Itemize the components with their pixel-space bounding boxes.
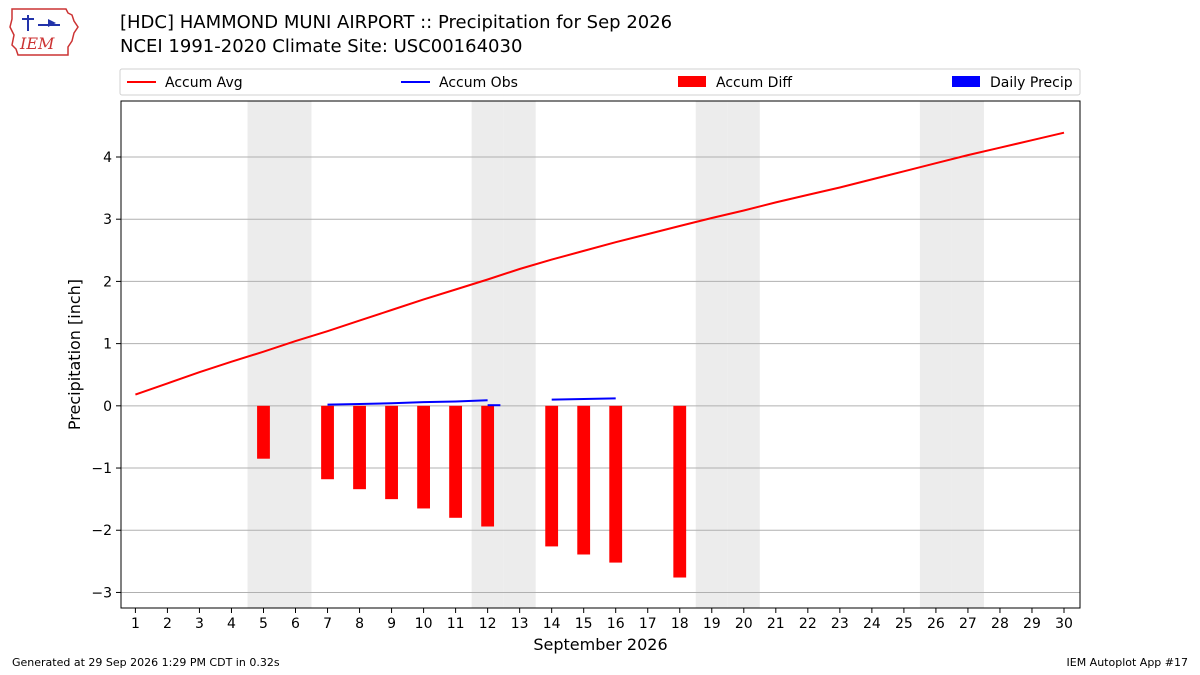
x-tick-label: 17 <box>639 616 657 632</box>
accum-diff-bar <box>449 405 463 518</box>
x-tick-label: 5 <box>259 616 268 632</box>
iem-logo: IEM <box>8 5 80 63</box>
x-tick-label: 21 <box>767 616 785 632</box>
x-tick-label: 20 <box>735 616 753 632</box>
weekend-band <box>951 101 984 608</box>
x-tick-label: 2 <box>163 616 172 632</box>
x-tick-label: 24 <box>863 616 881 632</box>
legend-box <box>119 68 1081 96</box>
accum-diff-bar <box>321 405 334 480</box>
accum-diff-bar <box>353 405 366 490</box>
accum-diff-bar <box>417 405 430 509</box>
x-tick-label: 23 <box>831 616 849 632</box>
x-tick-label: 3 <box>195 616 204 632</box>
chart-title-line2: NCEI 1991-2020 Climate Site: USC00164030 <box>120 36 523 57</box>
y-tick-label: 0 <box>103 399 112 415</box>
x-axis-label: September 2026 <box>533 635 667 654</box>
legend-label: Daily Precip <box>990 75 1073 91</box>
x-tick-label: 4 <box>227 616 236 632</box>
chart-title-line1: [HDC] HAMMOND MUNI AIRPORT :: Precipitat… <box>120 12 673 33</box>
accum-diff-bar <box>257 405 270 459</box>
weekend-band <box>727 101 760 608</box>
weekend-band <box>471 101 504 608</box>
x-tick-label: 25 <box>895 616 913 632</box>
x-tick-label: 12 <box>479 616 497 632</box>
x-tick-label: 7 <box>323 616 332 632</box>
weekend-band <box>279 101 312 608</box>
x-tick-label: 22 <box>799 616 817 632</box>
accum-obs-line <box>551 397 616 401</box>
accum-diff-bar <box>609 405 623 563</box>
footer-app: IEM Autoplot App #17 <box>1066 656 1189 669</box>
x-tick-label: 10 <box>415 616 433 632</box>
accum-diff-bar <box>545 405 559 547</box>
y-tick-label: 3 <box>103 212 112 228</box>
accum-avg-line <box>135 131 1065 396</box>
weekend-band <box>695 101 728 608</box>
x-tick-label: 14 <box>543 616 561 632</box>
legend-label: Accum Diff <box>716 75 792 91</box>
y-tick-label: −3 <box>91 585 112 601</box>
x-tick-label: 9 <box>387 616 396 632</box>
x-tick-label: 28 <box>991 616 1009 632</box>
legend-swatch <box>952 76 980 87</box>
y-tick-label: 1 <box>103 337 112 353</box>
y-tick-label: −1 <box>91 461 112 477</box>
x-tick-label: 11 <box>447 616 465 632</box>
x-tick-label: 6 <box>291 616 300 632</box>
legend-swatch <box>678 76 706 87</box>
legend-label: Accum Obs <box>439 75 518 91</box>
y-tick-label: 4 <box>103 150 112 166</box>
x-tick-label: 27 <box>959 616 977 632</box>
legend-label: Accum Avg <box>165 75 243 91</box>
footer-generated: Generated at 29 Sep 2026 1:29 PM CDT in … <box>12 656 280 669</box>
x-tick-label: 13 <box>511 616 529 632</box>
y-axis-label: Precipitation [inch] <box>65 279 84 430</box>
weekend-band <box>503 101 536 608</box>
y-tick-label: 2 <box>103 274 112 290</box>
x-tick-label: 8 <box>355 616 364 632</box>
x-tick-label: 15 <box>575 616 593 632</box>
accum-diff-bar <box>481 405 495 527</box>
y-tick-label: −2 <box>91 523 112 539</box>
x-tick-label: 1 <box>131 616 140 632</box>
accum-diff-bar <box>385 405 398 500</box>
plot-frame <box>120 100 1081 609</box>
accum-diff-bar <box>577 405 591 555</box>
x-tick-label: 18 <box>671 616 689 632</box>
x-tick-label: 19 <box>703 616 721 632</box>
x-tick-label: 29 <box>1023 616 1041 632</box>
weekend-band <box>919 101 952 608</box>
accum-diff-bar <box>673 405 687 578</box>
x-tick-label: 30 <box>1055 616 1073 632</box>
x-tick-label: 26 <box>927 616 945 632</box>
x-tick-label: 16 <box>607 616 625 632</box>
logo-text: IEM <box>19 34 55 53</box>
accum-obs-line <box>327 399 488 406</box>
